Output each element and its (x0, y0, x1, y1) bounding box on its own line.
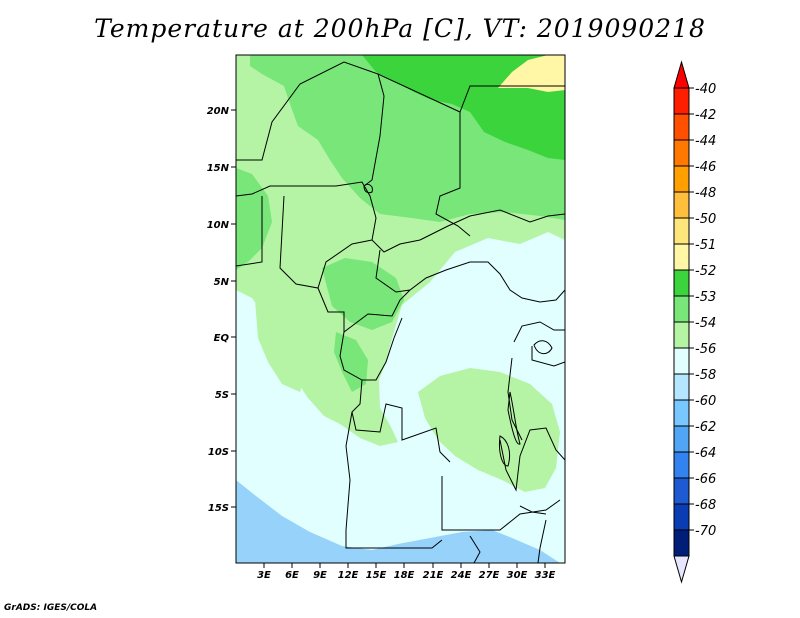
lon-tick-label: 6E (285, 570, 299, 581)
lat-tick-label: 15N (207, 163, 230, 174)
colorbar-swatch (673, 217, 690, 245)
field-minus52-west (236, 168, 272, 270)
temperature-field (236, 55, 565, 563)
border-line (345, 411, 443, 549)
lake-outline (507, 391, 521, 445)
colorbar-swatch (673, 399, 690, 427)
lon-tick-label: 33E (535, 570, 556, 581)
grads-credit: GrADS: IGES/COLA (4, 603, 98, 613)
colorbar-swatch (673, 321, 690, 349)
colorbar-swatch (673, 139, 690, 167)
colorbar-label: -56 (695, 342, 716, 357)
lon-tick-label: 3E (257, 570, 271, 581)
colorbar-swatch (673, 191, 690, 219)
lon-tick-label: 15E (366, 570, 387, 581)
field-minus52-coast (334, 332, 368, 392)
lon-tick-label: 24E (451, 570, 472, 581)
colorbar-label: -62 (695, 420, 716, 435)
lake-outline (533, 340, 553, 355)
colorbar-label: -42 (695, 108, 716, 123)
field-minus50-zone (498, 55, 565, 92)
map-frame (235, 54, 566, 564)
colorbar-label: -46 (695, 160, 716, 175)
border-line (469, 535, 481, 563)
border-line (499, 427, 565, 492)
colorbar-label: -48 (695, 186, 716, 201)
colorbar-label: -68 (695, 498, 716, 513)
colorbar-label: -53 (695, 290, 716, 305)
colorbar-label: -58 (695, 368, 716, 383)
colorbar-swatch (673, 373, 690, 401)
field-minus53-east-blob (418, 368, 560, 492)
lakes (363, 183, 553, 467)
colorbar-swatch (673, 425, 690, 453)
border-line (519, 505, 547, 515)
colorbar-top-arrow (673, 60, 690, 89)
colorbar-label: -54 (695, 316, 716, 331)
colorbar-label: -64 (695, 446, 716, 461)
lat-tick-label: 10S (208, 447, 229, 458)
colorbar-swatch (673, 347, 690, 375)
colorbar-label: -60 (695, 394, 716, 409)
border-line (513, 321, 565, 343)
lat-tick-label: 10N (207, 220, 230, 231)
longitude-axis: 3E 6E 9E 12E 15E 18E 21E 24E 27E 30E 33E (257, 563, 556, 581)
field-minus53-west-patch (255, 300, 306, 392)
border-line (459, 85, 565, 113)
lake-outline (499, 435, 511, 467)
colorbar-swatch (673, 87, 690, 115)
border-line (375, 249, 565, 303)
colorbar-label: -50 (695, 212, 716, 227)
field-minus56-zone (236, 480, 560, 563)
border-line (236, 181, 421, 253)
border-line (531, 346, 565, 367)
colorbar-bottom-arrow (673, 555, 690, 584)
colorbar-swatch (673, 269, 690, 297)
colorbar-label: -70 (695, 524, 716, 539)
lake-outline (363, 183, 373, 194)
colorbar-swatch (673, 243, 690, 271)
latitude-axis: 20N 15N 10N 5N EQ 5S 10S 15S (207, 106, 236, 514)
colorbar-label: -44 (695, 134, 716, 149)
lon-tick-label: 21E (423, 570, 444, 581)
country-borders (236, 61, 565, 563)
border-line (317, 287, 411, 333)
lon-tick-label: 27E (479, 570, 500, 581)
colorbar-label: -51 (695, 238, 716, 253)
lat-tick-label: 20N (207, 106, 230, 117)
colorbar-label: -40 (695, 82, 716, 97)
lat-tick-label: 5N (214, 277, 230, 288)
border-line (236, 61, 385, 187)
lon-tick-label: 12E (338, 570, 359, 581)
border-line (419, 209, 565, 241)
colorbar-swatch (673, 113, 690, 141)
colorbar-swatch (673, 477, 690, 505)
colorbar-swatch (673, 451, 690, 479)
colorbar-legend: -40 -42 -44 -46 -48 -50 -51 -52 -53 -54 -56 -58 -60 -… (673, 60, 716, 584)
border-line (441, 476, 561, 531)
lon-tick-label: 18E (394, 570, 415, 581)
lat-tick-label: EQ (214, 333, 230, 344)
lon-tick-label: 9E (313, 570, 327, 581)
colorbar-swatch (673, 503, 690, 531)
lat-tick-label: 5S (215, 390, 229, 401)
colorbar-label: -66 (695, 472, 716, 487)
lon-tick-label: 30E (507, 570, 528, 581)
colorbar-label: -52 (695, 264, 716, 279)
border-line (537, 519, 547, 563)
colorbar-swatch (673, 165, 690, 193)
border-line (351, 379, 451, 463)
border-line (236, 196, 263, 267)
border-line (339, 317, 403, 381)
colorbar-swatch (673, 295, 690, 323)
chart-title: Temperature at 200hPa [C], VT: 201909021… (94, 14, 706, 43)
colorbar-swatch (673, 529, 690, 557)
lat-tick-label: 15S (208, 503, 229, 514)
